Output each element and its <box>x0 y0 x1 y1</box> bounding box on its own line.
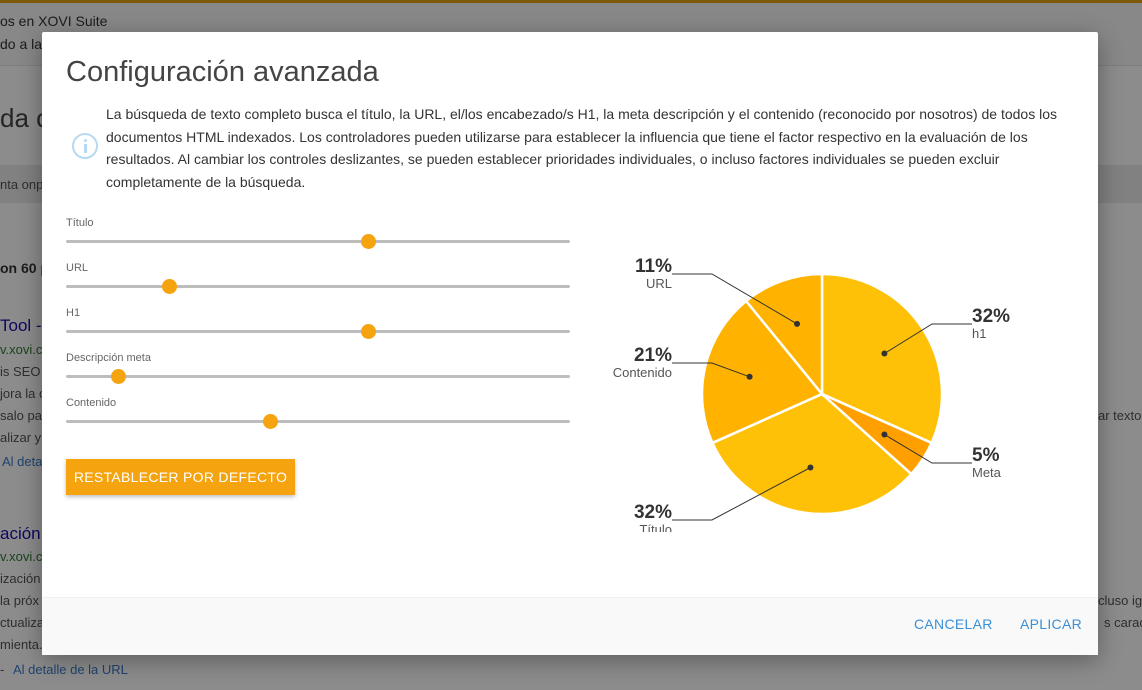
background-heading: da c <box>0 103 50 133</box>
background-right-text-2: cluso igr <box>1098 593 1142 608</box>
slider-h1[interactable] <box>66 324 570 339</box>
background-result-1-title: Tool - <box>0 316 42 335</box>
pie-name-label-1: Meta <box>972 465 1002 480</box>
background-band-text: nta onp <box>0 177 44 192</box>
background-result-2-line-3: ctualiza <box>0 615 45 630</box>
dialog-description: La búsqueda de texto completo busca el t… <box>106 106 1058 190</box>
slider-title[interactable] <box>66 234 570 249</box>
cancel-button[interactable]: CANCELAR <box>914 616 993 632</box>
advanced-settings-dialog: Configuración avanzada La búsqueda de te… <box>42 32 1098 655</box>
slider-thumb-meta[interactable] <box>111 369 127 384</box>
pie-slice-0 <box>820 272 944 445</box>
slider-thumb-title[interactable] <box>360 234 376 249</box>
slider-thumb-h1[interactable] <box>360 324 376 339</box>
background-top-bar <box>0 0 1142 3</box>
slider-content[interactable] <box>66 414 570 429</box>
pie-name-label-4: URL <box>646 276 672 291</box>
pie-percent-label-1: 5% <box>972 445 1000 466</box>
background-result-2-title: ación <box>0 524 41 543</box>
pie-percent-label-0: 32% <box>972 306 1010 327</box>
pie-name-label-2: Título <box>639 522 672 532</box>
pie-leader-line-2 <box>672 467 811 521</box>
info-icon <box>72 133 98 159</box>
background-line-2: do a la <box>0 36 43 52</box>
background-line-1: os en XOVI Suite <box>0 13 108 29</box>
apply-button[interactable]: APLICAR <box>1020 616 1083 632</box>
slider-thumb-url[interactable] <box>161 279 177 294</box>
pie-percent-label-2: 32% <box>634 502 672 523</box>
pie-name-label-0: h1 <box>972 326 986 341</box>
pie-slice-3 <box>700 299 825 445</box>
pie-name-label-3: Contenido <box>613 365 672 380</box>
slider-label-content: Contenido <box>66 397 117 409</box>
slider-label-h1: H1 <box>66 307 81 319</box>
pie-leader-line-1 <box>884 434 972 464</box>
pie-leader-dot-1 <box>881 431 888 438</box>
pie-slice-4 <box>744 272 824 398</box>
pie-percent-label-3: 21% <box>634 345 672 366</box>
background-right-text-1: ar textos <box>1098 408 1142 423</box>
background-result-1-line-3: salo pa <box>0 408 42 423</box>
pie-leader-line-3 <box>672 362 750 378</box>
dialog-title: Configuración avanzada <box>66 56 379 88</box>
pie-leader-line-4 <box>672 273 798 325</box>
background-result-2-line-2: la próx <box>0 593 40 608</box>
background-result-2-line-4: mienta. <box>0 637 43 652</box>
background-result-1-line-4: alizar y c <box>0 430 52 445</box>
background-count: on 60 p <box>0 260 50 276</box>
background-right-text-3: s caract <box>1104 615 1142 630</box>
pie-slice-2 <box>710 392 914 516</box>
slider-label-title: Título <box>66 217 94 229</box>
background-result-2-url: v.xovi.co <box>0 549 50 564</box>
slider-thumb-content[interactable] <box>262 414 278 429</box>
slider-url[interactable] <box>66 279 570 294</box>
slider-meta[interactable] <box>66 369 570 384</box>
background-result-1-link: Al deta <box>2 454 43 469</box>
background-result-1-line-2: jora la c <box>0 386 46 401</box>
pie-leader-dot-0 <box>881 350 888 357</box>
slider-label-meta: Descripción meta <box>66 352 151 364</box>
background-result-2-link: Al detalle de la URL <box>13 662 128 677</box>
dialog-footer: CANCELAR APLICAR <box>42 597 1098 655</box>
pie-percent-label-4: 11% <box>635 256 672 277</box>
slider-label-url: URL <box>66 262 89 274</box>
background-result-1-line-1: is SEO ( <box>0 364 49 379</box>
background-result-1-url: v.xovi.co <box>0 342 50 357</box>
pie-leader-line-0 <box>884 323 972 354</box>
background-result-2-link-dash: - <box>0 662 5 677</box>
pie-leader-dot-2 <box>807 464 814 471</box>
background-result-2-line-1: ización <box>0 571 41 586</box>
reset-defaults-button[interactable]: RESTABLECER POR DEFECTO <box>66 459 295 495</box>
